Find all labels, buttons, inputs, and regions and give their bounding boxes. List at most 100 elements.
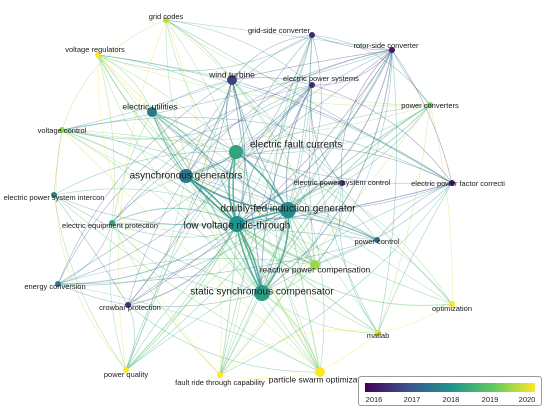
edge-asynchronous_generators-crowbar_protection <box>127 175 187 306</box>
edge-electric_power_system_control-lvrt <box>236 182 343 225</box>
label-doubly-fed[interactable]: doubly-fed induction generator <box>220 204 356 215</box>
node-asynchronous-generators[interactable] <box>179 169 193 183</box>
edge-voltage_regulators-electric_power_factor <box>97 54 453 184</box>
label-grid-codes[interactable]: grid codes <box>149 12 184 21</box>
node-rotor-side-converter[interactable] <box>389 47 395 53</box>
node-energy-conversion[interactable] <box>55 281 61 287</box>
edge-grid_side_converter-statcom <box>261 34 313 294</box>
edge-wind_turbine-electric_power_factor <box>231 79 453 184</box>
label-statcom[interactable]: static synchronous compensator <box>190 287 334 298</box>
edge-grid_side_converter-rotor_side_converter <box>311 34 393 51</box>
edge-grid_codes-electric_power_factor <box>165 19 453 184</box>
edge-voltage_regulators-electric_equipment_protection <box>97 54 115 224</box>
edge-power_converters-optimization <box>429 104 453 305</box>
label-electric-power-system-intercon[interactable]: electric power system intercon <box>4 193 105 202</box>
edge-voltage_control-electric_power_factor <box>61 117 453 184</box>
node-doubly-fed[interactable] <box>280 202 296 218</box>
node-electric-utilities[interactable] <box>147 107 157 117</box>
year-color-legend: 2016 2017 2018 2019 2020 <box>358 376 542 406</box>
edge-wind_turbine-pso <box>231 79 325 373</box>
label-electric-power-factor[interactable]: electric power factor correcti <box>411 179 505 188</box>
node-matlab[interactable] <box>375 330 381 336</box>
node-electric-power-systems[interactable] <box>309 82 315 88</box>
edge-grid_side_converter-matlab <box>309 34 379 334</box>
label-wind-turbine[interactable]: wind turbine <box>208 69 255 79</box>
label-grid-side-converter[interactable]: grid-side converter <box>248 26 311 35</box>
edge-voltage_regulators-fault_ride_through <box>97 54 221 376</box>
edge-voltage_control-electric_fault_currents <box>61 129 237 153</box>
edge-grid_side_converter-pso <box>273 34 321 373</box>
label-crowbar-protection[interactable]: crowbar protection <box>99 303 161 312</box>
edge-lvrt-pso <box>236 223 321 373</box>
node-electric-power-system-control[interactable] <box>339 180 345 186</box>
node-voltage-control[interactable] <box>59 127 65 133</box>
edge-rotor_side_converter-electric_power_system_control <box>341 49 393 184</box>
edge-power_converters-electric_power_system_control <box>341 104 431 184</box>
node-power-converters[interactable] <box>427 102 433 108</box>
edge-wind_turbine-electric_fault_currents <box>225 79 237 153</box>
node-fault-ride-through[interactable] <box>217 372 223 378</box>
node-wind-turbine[interactable] <box>227 75 237 85</box>
edge-electric_power_factor-doubly_fed <box>287 182 453 211</box>
label-voltage-control[interactable]: voltage control <box>38 126 87 135</box>
edge-rotor_side_converter-electric_equipment_protection <box>111 49 393 224</box>
edge-matlab-fault_ride_through <box>219 329 379 376</box>
label-pso[interactable]: particle swarm optimization <box>269 374 372 384</box>
edge-electric_equipment_protection-fault_ride_through <box>111 222 221 376</box>
node-power-control[interactable] <box>374 237 380 243</box>
edge-lvrt-optimization <box>236 223 453 306</box>
label-power-converters[interactable]: power converters <box>401 101 459 110</box>
node-reactive-power-compensation[interactable] <box>310 260 320 270</box>
label-electric-utilities[interactable]: electric utilities <box>122 101 177 111</box>
label-fault-ride-through[interactable]: fault ride through capability <box>175 378 265 387</box>
node-electric-power-system-intercon[interactable] <box>51 192 57 198</box>
edge-voltage_regulators-wind_turbine <box>97 54 233 81</box>
label-voltage-regulators[interactable]: voltage regulators <box>65 45 125 54</box>
edge-grid_side_converter-electric_fault_currents <box>235 34 313 153</box>
label-electric-equipment-protection[interactable]: electric equipment protection <box>62 221 158 230</box>
label-power-quality[interactable]: power quality <box>104 370 148 379</box>
node-voltage-regulators[interactable] <box>95 52 101 58</box>
label-asynchronous-generators[interactable]: asynchronous generators <box>130 171 243 182</box>
label-optimization[interactable]: optimization <box>432 304 472 313</box>
edge-electric_power_systems-power_quality <box>125 84 313 371</box>
edge-electric_fault_currents-electric_power_system_intercon <box>53 151 237 196</box>
label-electric-fault-currents[interactable]: electric fault currents <box>250 140 342 151</box>
edge-voltage_control-power_quality <box>55 129 127 371</box>
edge-rotor_side_converter-energy_conversion <box>57 49 393 285</box>
edge-electric_equipment_protection-power_control <box>111 222 378 241</box>
node-lvrt[interactable] <box>229 216 245 232</box>
label-energy-conversion[interactable]: energy conversion <box>24 282 85 291</box>
edge-electric_fault_currents-electric_power_factor <box>235 151 453 185</box>
node-pso[interactable] <box>315 367 325 377</box>
node-grid-codes[interactable] <box>163 17 169 23</box>
edge-power_converters-asynchronous_generators <box>185 104 431 177</box>
node-statcom[interactable] <box>254 285 270 301</box>
edge-asynchronous_generators-reactive_power_compensation <box>185 175 316 266</box>
node-grid-side-converter[interactable] <box>309 32 315 38</box>
label-rotor-side-converter[interactable]: rotor-side converter <box>353 41 419 50</box>
node-electric-equipment-protection[interactable] <box>109 220 115 226</box>
node-optimization[interactable] <box>449 301 455 307</box>
edge-electric_fault_currents-fault_ride_through <box>219 151 246 376</box>
edge-electric_utilities-electric_fault_currents <box>151 111 237 153</box>
label-power-control[interactable]: power control <box>354 237 399 246</box>
node-crowbar-protection[interactable] <box>125 302 131 308</box>
edge-electric_power_systems-asynchronous_generators <box>185 84 313 177</box>
label-matlab[interactable]: matlab <box>367 331 390 340</box>
node-electric-fault-currents[interactable] <box>229 145 243 159</box>
edge-electric_power_system_control-reactive_power_compensation <box>314 182 344 266</box>
label-reactive-power-compensation[interactable]: reactive power compensation <box>260 264 371 274</box>
edge-electric_utilities-doubly_fed <box>151 111 289 211</box>
label-electric-power-systems[interactable]: electric power systems <box>283 74 359 83</box>
label-lvrt[interactable]: low voltage ride-through <box>184 221 291 232</box>
label-electric-power-system-control[interactable]: electric power system control <box>294 178 391 187</box>
edge-optimization-matlab <box>377 303 453 334</box>
edge-lvrt-matlab <box>236 223 379 334</box>
node-power-quality[interactable] <box>123 367 129 373</box>
edge-electric_power_system_intercon-pso <box>53 194 321 373</box>
edge-asynchronous_generators-power_quality <box>125 175 187 371</box>
edge-voltage_control-asynchronous_generators <box>61 129 187 177</box>
node-electric-power-factor[interactable] <box>449 180 455 186</box>
edge-grid_side_converter-fault_ride_through <box>219 34 313 376</box>
